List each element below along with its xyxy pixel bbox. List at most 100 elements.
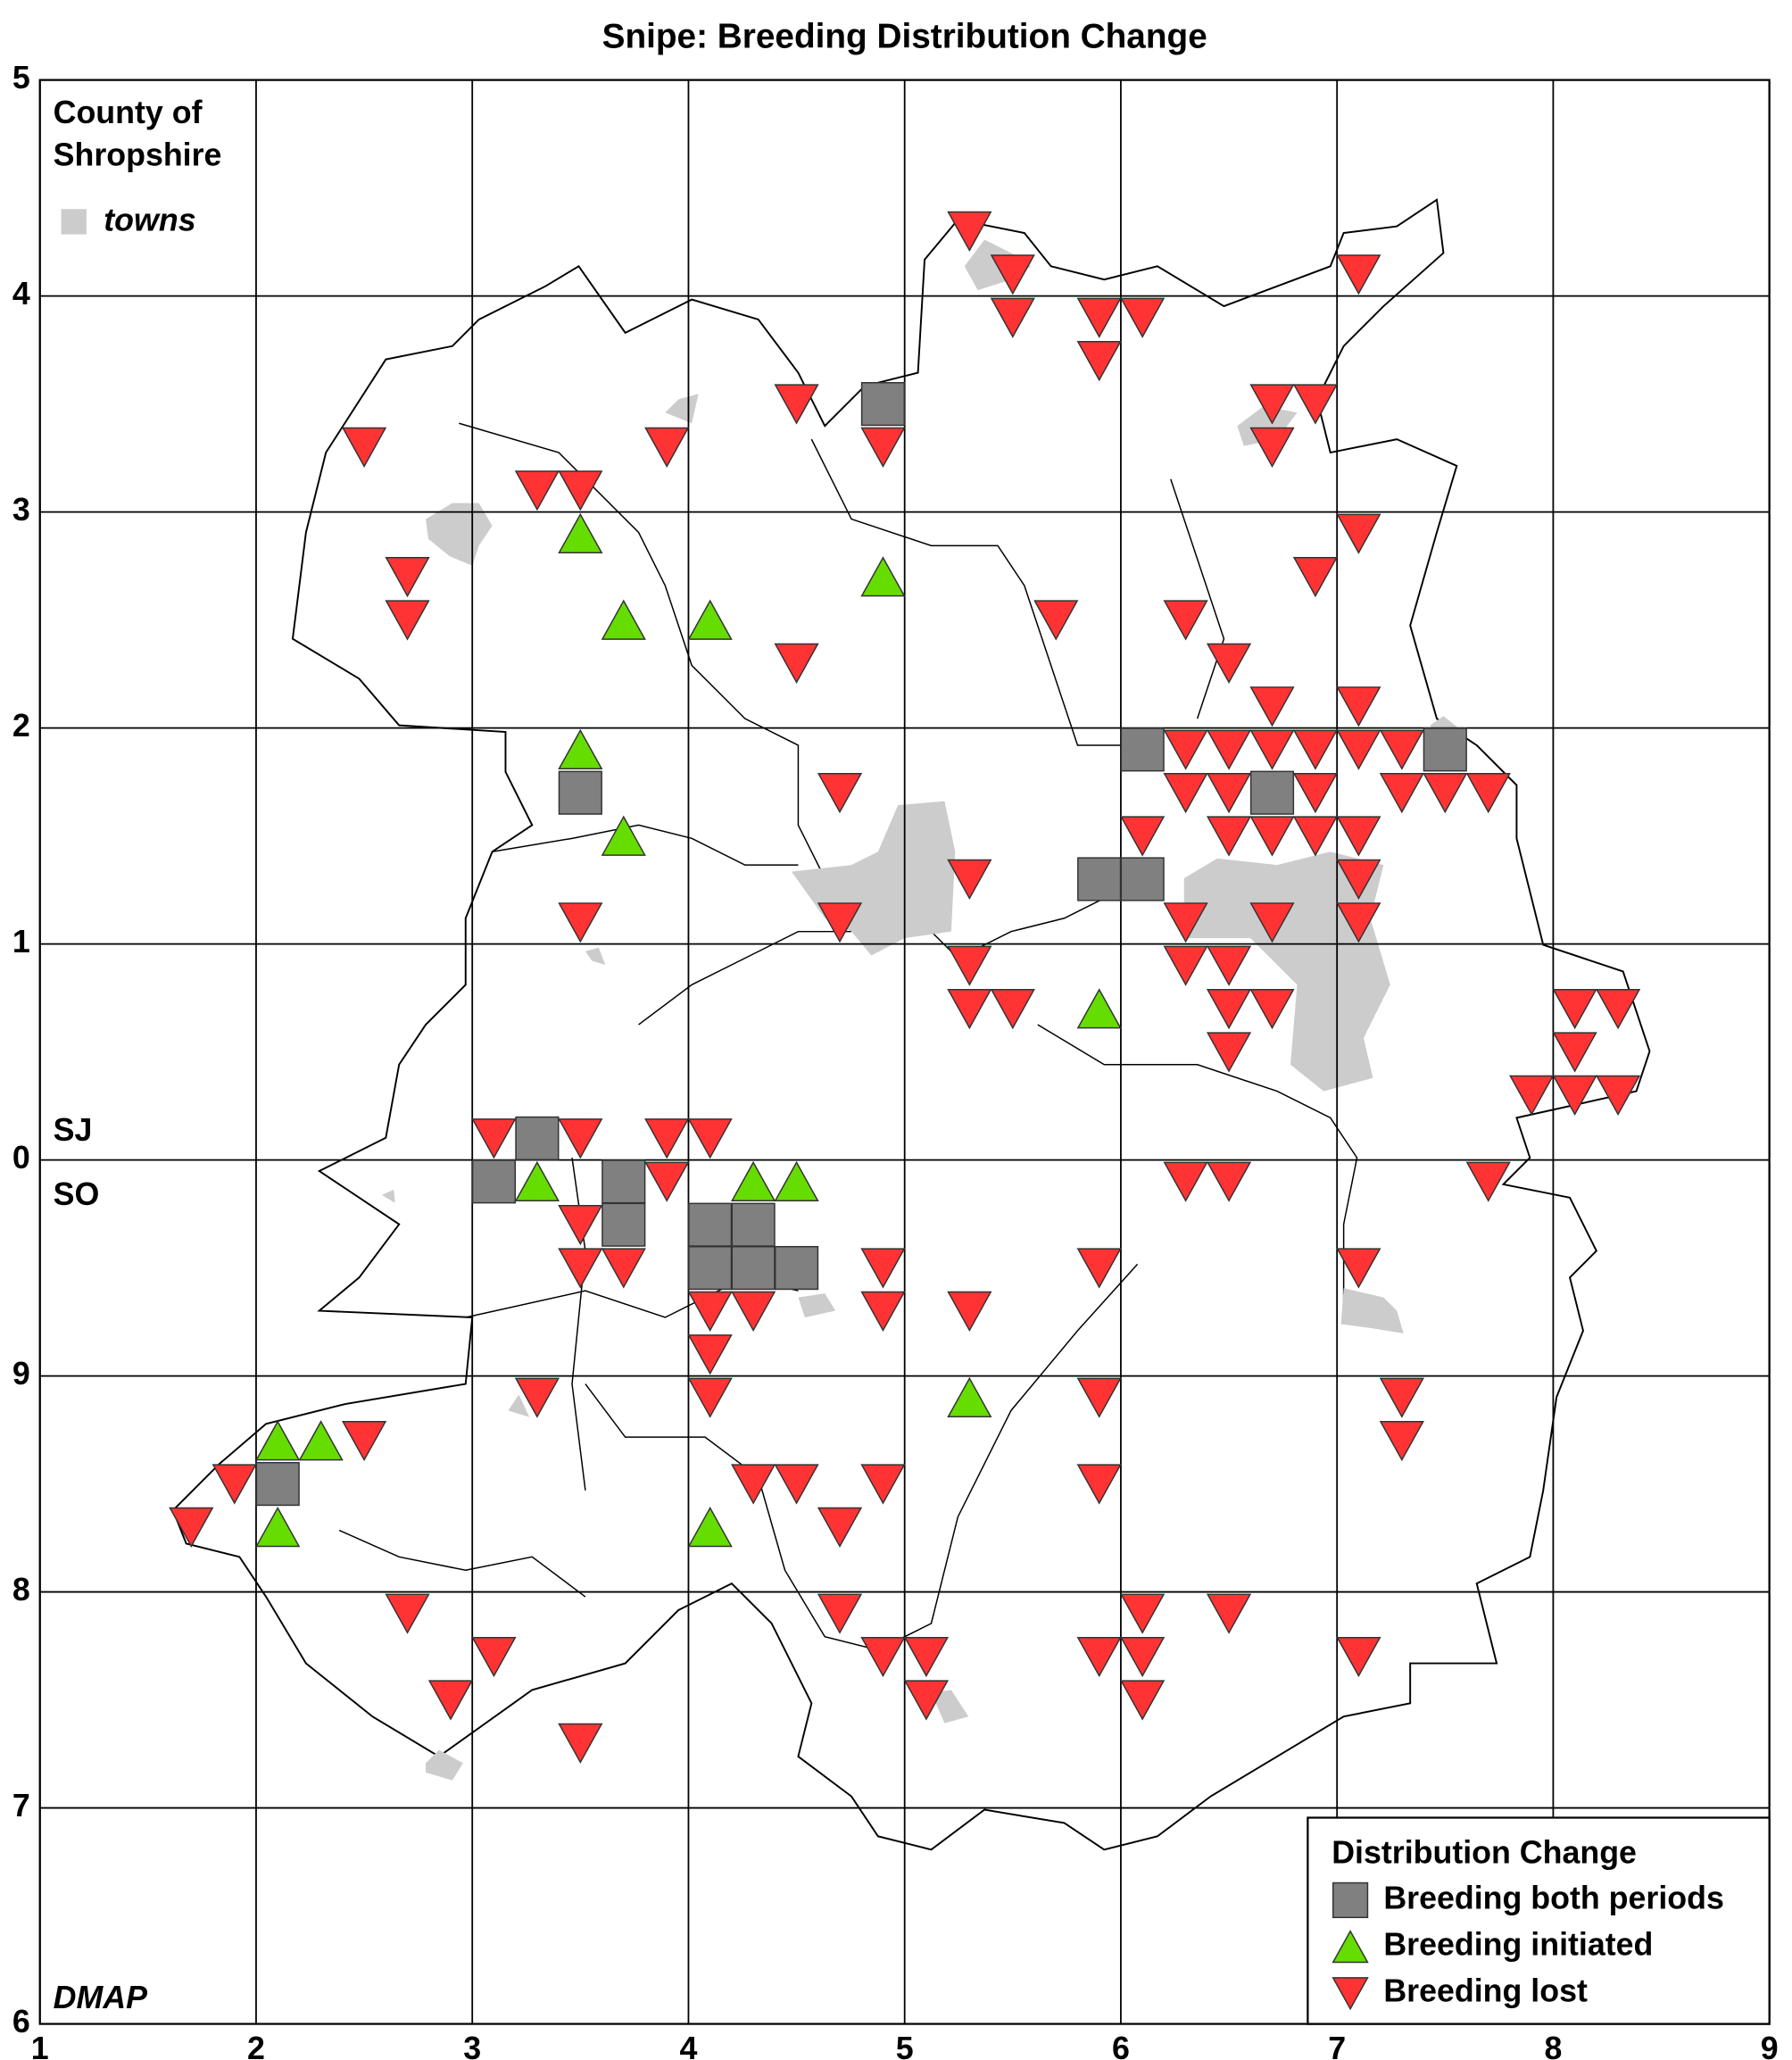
triangle-down-marker bbox=[1423, 772, 1468, 814]
triangle-up-marker bbox=[558, 728, 603, 770]
triangle-down-marker bbox=[1249, 816, 1295, 857]
square-marker bbox=[731, 1202, 776, 1247]
triangle-down-marker bbox=[903, 1636, 950, 1678]
x-tick-label: 8 bbox=[1544, 2031, 1562, 2060]
triangle-down-marker bbox=[558, 1723, 603, 1764]
town bbox=[665, 394, 699, 424]
triangle-up-marker bbox=[1332, 1930, 1369, 1964]
town bbox=[1237, 405, 1298, 446]
triangle-down-marker bbox=[1076, 1464, 1122, 1505]
triangle-down-marker bbox=[947, 1291, 992, 1332]
x-tick-label: 2 bbox=[247, 2031, 265, 2060]
triangle-down-marker bbox=[1163, 772, 1208, 814]
triangle-down-marker bbox=[1163, 729, 1208, 770]
triangle-down-marker bbox=[817, 902, 863, 943]
y-tick-label: 7 bbox=[12, 1788, 30, 1823]
triangle-down-marker bbox=[1292, 384, 1339, 425]
triangle-down-marker bbox=[1206, 643, 1252, 685]
triangle-down-marker bbox=[558, 1248, 603, 1289]
triangle-down-marker bbox=[1076, 1636, 1122, 1678]
town bbox=[426, 503, 493, 566]
triangle-down-marker bbox=[1206, 1161, 1252, 1202]
x-tick-label: 9 bbox=[1761, 2031, 1779, 2060]
triangle-down-marker bbox=[1465, 1161, 1511, 1202]
district-boundary bbox=[810, 438, 1132, 746]
triangle-down-marker bbox=[1120, 1680, 1166, 1721]
series bbox=[169, 211, 1641, 1764]
triangle-down-marker bbox=[774, 643, 819, 685]
triangle-down-marker bbox=[1206, 772, 1252, 814]
triangle-down-marker bbox=[1206, 988, 1252, 1030]
triangle-down-marker bbox=[212, 1464, 257, 1505]
triangle-down-marker bbox=[1033, 600, 1079, 641]
x-tick-label: 6 bbox=[1112, 2031, 1130, 2060]
town bbox=[931, 1690, 969, 1724]
series bbox=[255, 512, 1122, 1548]
triangle-up-marker bbox=[687, 599, 733, 640]
county-label: Shropshire bbox=[54, 137, 222, 173]
triangle-down-marker bbox=[990, 297, 1035, 338]
triangle-down-marker bbox=[169, 1507, 214, 1548]
triangle-up-marker bbox=[601, 599, 646, 640]
triangle-down-marker bbox=[1249, 686, 1295, 727]
triangle-down-marker bbox=[1336, 729, 1381, 770]
triangle-down-marker bbox=[471, 1636, 517, 1678]
y-tick-label: 4 bbox=[12, 276, 30, 311]
square-marker bbox=[601, 1202, 646, 1247]
triangle-down-marker bbox=[860, 1248, 906, 1289]
triangle-down-marker bbox=[817, 772, 863, 814]
triangle-down-marker bbox=[1249, 427, 1295, 469]
triangle-down-marker bbox=[774, 384, 819, 425]
legend-label: Breeding both periods bbox=[1383, 1880, 1724, 1915]
square-marker bbox=[601, 1159, 646, 1204]
square-marker bbox=[860, 382, 906, 427]
legend-label: Breeding lost bbox=[1383, 1973, 1588, 2009]
triangle-down-marker bbox=[1120, 297, 1166, 338]
triangle-down-marker bbox=[1336, 859, 1381, 901]
square-marker bbox=[558, 770, 602, 815]
triangle-down-marker bbox=[1249, 384, 1295, 425]
triangle-down-marker bbox=[1163, 902, 1208, 943]
triangle-down-marker bbox=[860, 1291, 906, 1332]
square-marker bbox=[1332, 1881, 1369, 1919]
x-tick-label: 5 bbox=[896, 2031, 914, 2060]
square-marker bbox=[731, 1245, 776, 1291]
triangle-down-marker bbox=[514, 1377, 560, 1418]
square-marker bbox=[255, 1461, 300, 1507]
triangle-up-marker bbox=[514, 1160, 560, 1202]
towns-legend-swatch bbox=[61, 209, 87, 235]
triangle-down-marker bbox=[1465, 772, 1511, 814]
x-tick-label: 3 bbox=[463, 2031, 481, 2060]
triangle-down-marker bbox=[1076, 1248, 1122, 1289]
triangle-down-marker bbox=[644, 1161, 690, 1202]
district-boundary bbox=[571, 1158, 586, 1491]
y-tick-label: 9 bbox=[12, 1356, 30, 1391]
triangle-down-marker bbox=[1206, 729, 1252, 770]
triangle-down-marker bbox=[1249, 902, 1295, 943]
district-boundary bbox=[585, 1263, 1139, 1651]
triangle-down-marker bbox=[860, 1464, 906, 1505]
triangle-down-marker bbox=[1120, 1593, 1166, 1634]
triangle-down-marker bbox=[990, 988, 1035, 1030]
triangle-down-marker bbox=[990, 254, 1035, 295]
triangle-down-marker bbox=[947, 211, 992, 253]
triangle-up-marker bbox=[601, 815, 646, 856]
district-boundary bbox=[638, 930, 852, 1026]
triangle-up-marker bbox=[947, 1376, 992, 1417]
triangle-down-marker bbox=[644, 1118, 690, 1159]
triangle-down-marker bbox=[558, 902, 603, 943]
town bbox=[381, 1189, 395, 1203]
square-marker bbox=[1077, 857, 1122, 901]
triangle-up-marker bbox=[255, 1506, 301, 1548]
triangle-down-marker bbox=[471, 1118, 517, 1159]
triangle-up-marker bbox=[1076, 988, 1122, 1029]
triangle-down-marker bbox=[687, 1334, 733, 1375]
triangle-down-marker bbox=[1163, 1161, 1208, 1202]
legend-label: Breeding initiated bbox=[1383, 1927, 1653, 1963]
triangle-up-marker bbox=[774, 1160, 819, 1202]
triangle-up-marker bbox=[298, 1420, 344, 1461]
triangle-down-marker bbox=[1336, 513, 1381, 554]
triangle-down-marker bbox=[1076, 297, 1122, 338]
